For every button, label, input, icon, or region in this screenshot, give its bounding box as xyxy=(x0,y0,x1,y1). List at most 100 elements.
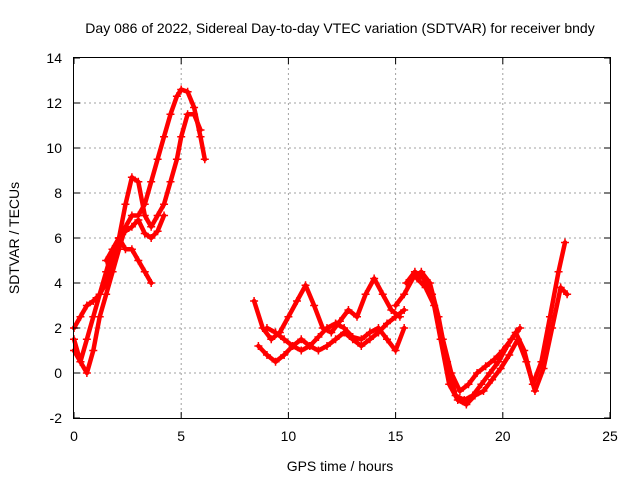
data-point-marker xyxy=(322,324,331,332)
data-point-marker xyxy=(462,400,471,409)
data-point-marker xyxy=(297,335,306,344)
y-tick-label: 4 xyxy=(54,275,62,291)
data-point-marker xyxy=(297,346,306,355)
data-point-marker xyxy=(134,256,143,265)
x-axis-label: GPS time / hours xyxy=(287,458,394,474)
data-point-marker xyxy=(400,324,409,332)
data-point-marker xyxy=(127,173,136,182)
data-point-marker xyxy=(438,335,447,344)
data-point-marker xyxy=(140,229,149,238)
data-point-marker xyxy=(262,324,271,332)
y-tick-label: -2 xyxy=(50,410,63,426)
series-line xyxy=(103,213,167,263)
data-point-marker xyxy=(147,234,156,242)
data-point-marker xyxy=(200,155,209,164)
plot-frame xyxy=(73,57,611,419)
data-point-marker xyxy=(391,346,400,355)
x-tick-label: 25 xyxy=(602,428,618,444)
data-point-marker xyxy=(477,380,486,389)
data-point-marker xyxy=(421,283,430,292)
data-point-marker xyxy=(172,155,181,164)
data-point-marker xyxy=(374,324,383,332)
data-point-marker xyxy=(464,380,473,389)
y-tick-label: 2 xyxy=(54,320,62,336)
data-point-marker xyxy=(556,283,565,292)
data-point-marker xyxy=(490,355,499,364)
data-point-marker xyxy=(280,351,289,359)
data-point-marker xyxy=(134,216,143,224)
data-point-marker xyxy=(160,211,169,220)
data-point-marker xyxy=(391,312,400,321)
data-point-marker xyxy=(365,328,374,337)
data-point-marker xyxy=(147,279,156,287)
data-point-marker xyxy=(455,387,464,395)
data-point-marker xyxy=(196,132,205,141)
data-point-marker xyxy=(196,126,205,134)
y-tick-label: 14 xyxy=(46,50,62,66)
series-line xyxy=(71,235,154,365)
data-point-marker xyxy=(400,306,409,314)
data-point-marker xyxy=(153,155,162,164)
data-point-marker xyxy=(76,312,85,321)
x-tick-label: 0 xyxy=(70,428,78,444)
data-point-marker xyxy=(331,319,340,328)
data-point-marker xyxy=(121,227,130,236)
data-point-marker xyxy=(353,312,362,321)
data-point-marker xyxy=(314,333,323,341)
data-point-marker xyxy=(190,110,199,119)
ticks: 0 5 10 15 20 25 -2 0 2 4 6 8 10 12 14 xyxy=(46,50,618,444)
data-point-marker xyxy=(402,279,411,287)
data-point-marker xyxy=(82,335,91,344)
data-point-marker xyxy=(102,256,111,265)
data-point-marker xyxy=(127,245,136,254)
series-segment-morning-b xyxy=(70,110,205,332)
data-point-marker xyxy=(554,267,563,276)
data-point-marker xyxy=(166,177,175,186)
chart-title: Day 086 of 2022, Sidereal Day-to-day VTE… xyxy=(85,20,594,36)
data-point-marker xyxy=(370,274,379,283)
data-point-marker xyxy=(494,357,503,366)
data-point-marker xyxy=(485,369,494,377)
data-point-marker xyxy=(172,92,181,101)
data-point-marker xyxy=(121,200,130,209)
data-point-marker xyxy=(505,351,514,359)
data-point-marker xyxy=(563,290,572,299)
data-point-marker xyxy=(108,245,117,254)
data-point-marker xyxy=(515,324,524,332)
data-point-marker xyxy=(271,328,280,337)
data-point-marker xyxy=(160,200,169,209)
data-point-marker xyxy=(447,369,456,377)
data-point-marker xyxy=(140,267,149,276)
data-point-marker xyxy=(134,177,143,186)
data-point-marker xyxy=(539,364,548,373)
data-point-marker xyxy=(127,222,136,231)
data-point-marker xyxy=(140,211,149,220)
series-segment-evening-c xyxy=(413,274,524,395)
data-point-marker xyxy=(301,281,310,290)
data-point-marker xyxy=(507,335,516,344)
data-point-marker xyxy=(522,357,531,366)
data-point-marker xyxy=(481,362,490,371)
data-point-marker xyxy=(470,391,479,400)
data-point-marker xyxy=(76,357,85,366)
y-tick-label: 8 xyxy=(54,185,62,201)
x-tick-label: 10 xyxy=(281,428,297,444)
data-point-marker xyxy=(190,103,199,112)
data-point-marker xyxy=(89,346,98,355)
data-point-marker xyxy=(496,364,505,373)
data-point-marker xyxy=(400,290,409,299)
data-point-marker xyxy=(82,369,91,377)
data-point-marker xyxy=(177,132,186,141)
data-point-marker xyxy=(498,346,507,355)
data-point-marker xyxy=(314,346,323,355)
data-point-marker xyxy=(453,396,462,404)
data-point-marker xyxy=(488,375,497,384)
data-point-marker xyxy=(292,297,301,305)
data-point-marker xyxy=(361,290,370,299)
data-point-marker xyxy=(479,387,488,395)
data-point-marker xyxy=(305,342,314,350)
data-point-marker xyxy=(445,380,454,389)
data-point-marker xyxy=(147,177,156,186)
data-point-marker xyxy=(378,290,387,299)
